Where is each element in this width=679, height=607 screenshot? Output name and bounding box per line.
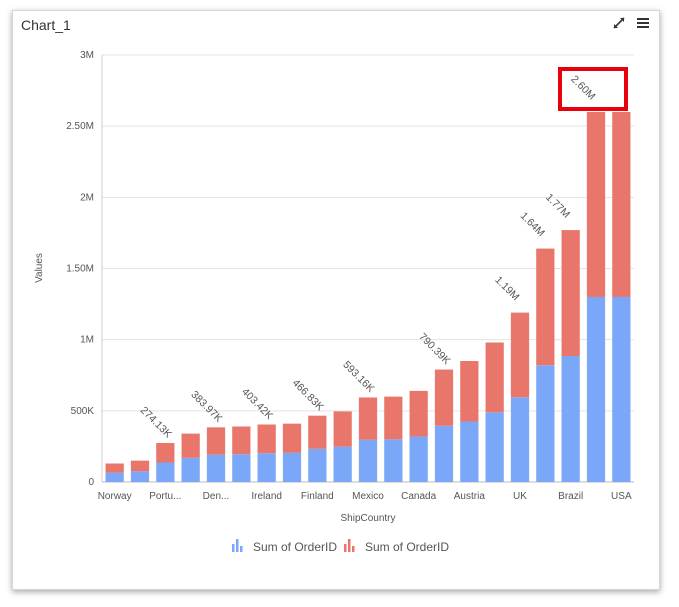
data-label: 1.77M [543,191,572,220]
data-label: 274.13K [138,404,174,440]
bar-segment [586,296,606,482]
x-tick-label: Portu... [149,491,181,502]
y-tick-label: 0 [88,477,94,488]
legend-label: Sum of OrderID [365,540,449,554]
bar-segment [536,365,555,482]
bar-segment [333,411,352,447]
bar-segment [333,446,352,482]
bar-segment [181,457,200,482]
bar-segment [257,453,276,482]
bar-segment [460,361,479,422]
widget-title: Chart_1 [21,17,71,33]
data-label: 2.60M [568,73,597,102]
data-label: 790.39K [416,331,452,367]
legend-swatch [236,539,239,552]
x-axis: Norway Portu... Den... Ireland Finland Mexico… [98,491,632,502]
x-tick-label: Den... [203,491,230,502]
bar-segment [510,312,530,398]
x-tick-label: Norway [98,491,132,502]
bar-segment [130,460,150,472]
data-label: 1.64M [518,210,547,239]
bar-segment [586,111,606,297]
bar-segment [232,426,251,455]
x-axis-title: ShipCountry [340,513,395,524]
bar-segment [105,472,124,482]
y-tick-label: 2M [80,192,94,203]
data-label: 383.97K [188,389,224,425]
bar-segment [561,230,580,357]
legend-swatch [352,546,355,552]
bar-segment [358,397,378,440]
bar-segment [232,454,251,482]
y-tick-label: 500K [71,406,95,417]
x-tick-label: Finland [301,491,334,502]
hamburger-menu-icon[interactable] [635,15,651,31]
y-tick-label: 1.50M [66,264,94,275]
bar-segment [409,390,428,437]
legend-swatch [232,544,235,552]
legend-item: Sum of OrderID [232,539,337,554]
x-tick-label: Austria [454,491,486,502]
x-tick-label: Ireland [251,491,282,502]
x-tick-label: Mexico [352,491,384,502]
bar-segment [460,421,479,482]
bar-segment [536,248,555,366]
bar-segment [358,439,378,482]
x-tick-label: UK [513,491,527,502]
bar-segment [181,433,200,458]
bar-segment [308,415,327,449]
bar-segment [434,369,454,426]
legend-swatch [348,539,351,552]
legend-label: Sum of OrderID [253,540,337,554]
data-label: 1.19M [492,274,521,303]
bar-segment [156,443,175,463]
legend-item: Sum of OrderID [344,539,449,554]
y-axis-title: Values [34,253,45,283]
bar-segment [105,463,124,473]
bar-segment [257,424,276,454]
bar-segment [308,448,327,482]
bar-segment [612,111,631,297]
y-axis: 0 500K 1M 1.50M 2M 2.50M 3M [66,50,103,488]
bar-segment [561,356,580,482]
bar-segment [485,412,504,482]
data-label: 466.83K [290,377,326,413]
data-label: 593.16K [340,359,376,395]
x-tick-label: Brazil [558,491,583,502]
bar-segment [409,436,428,482]
x-tick-label: USA [611,491,632,502]
bar-segment [612,296,631,482]
y-tick-label: 2.50M [66,121,94,132]
bar-segment [156,462,175,482]
widget-toolbar [611,15,651,31]
bar-segment [384,396,403,440]
legend: Sum of OrderID Sum of OrderID [232,539,449,554]
bar-segment [282,423,302,453]
bar-segment [282,452,302,482]
bars [105,111,631,482]
bar-segment [206,454,226,482]
bar-segment [510,397,530,482]
x-tick-label: Canada [401,491,436,502]
y-tick-label: 1M [80,335,94,346]
legend-swatch [344,544,347,552]
bar-segment [485,342,504,413]
expand-icon[interactable] [611,15,627,31]
highlight-box [558,67,628,111]
bar-segment [384,439,403,482]
bar-segment [206,427,226,455]
bar-segment [130,471,150,482]
data-label: 403.42K [239,386,275,422]
bar-segment [434,425,454,482]
y-tick-label: 3M [80,50,94,61]
legend-swatch [240,546,243,552]
